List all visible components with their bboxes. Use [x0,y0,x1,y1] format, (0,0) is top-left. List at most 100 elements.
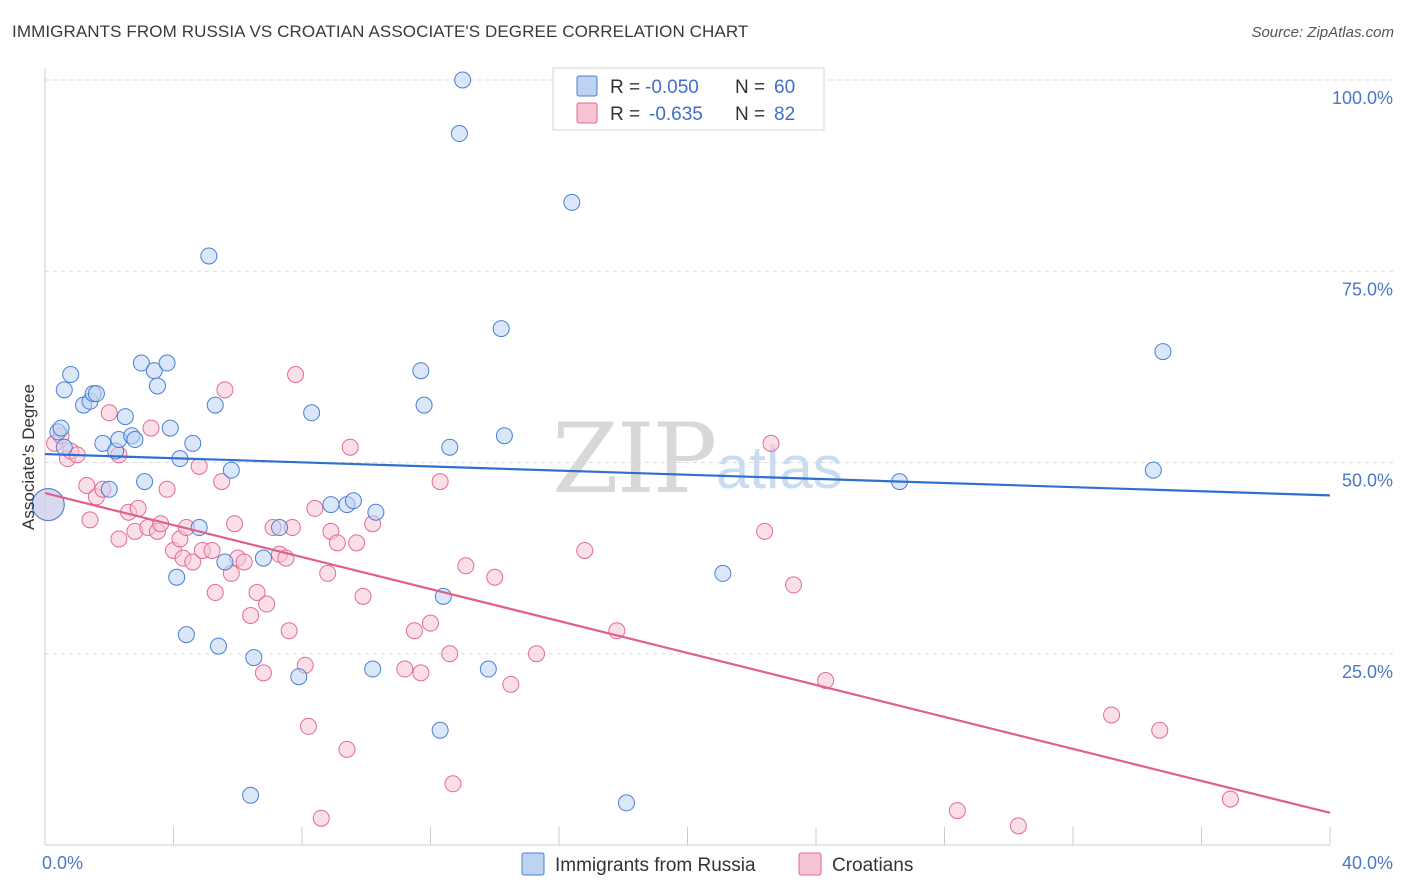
croatians-point [444,775,462,793]
bottom-legend-russia: Immigrants from Russia [555,855,756,876]
croatians-point [258,595,276,613]
croatians-point [299,717,317,735]
russia-point [1144,461,1162,479]
legend-r-value-russia: -0.050 [645,77,699,98]
russia-point [303,404,321,422]
legend-r-label-russia: R = [610,77,640,98]
croatians-point [110,530,128,548]
watermark: ZIP atlas [552,403,843,515]
russia-point [415,396,433,414]
russia-point [168,568,186,586]
russia-point [161,419,179,437]
croatians-point [248,584,266,602]
russia-point [322,496,340,514]
croatians-point [1103,706,1121,724]
russia-point [479,660,497,678]
russia-point [441,438,459,456]
croatians-point [412,664,430,682]
croatians-point [319,564,337,582]
y-tick-label: 75.0% [1342,279,1393,299]
chart-title: IMMIGRANTS FROM RUSSIA VS CROATIAN ASSOC… [12,22,749,41]
croatians-point [213,473,231,491]
russia-point [206,396,224,414]
russia-point [412,362,430,380]
legend-n-value-russia: 60 [774,77,795,98]
russia-point [222,461,240,479]
legend-r-value-croatians: -0.635 [649,104,703,125]
russia-point [62,366,80,384]
croatians-point [348,534,366,552]
russia-point [184,434,202,452]
russia-point [714,564,732,582]
russia-point [177,626,195,644]
russia-point [254,549,272,567]
x-tick-max: 40.0% [1342,853,1393,873]
russia-point [492,320,510,338]
y-tick-label: 25.0% [1342,662,1393,682]
croatians-point [1009,817,1027,835]
correlation-legend: R = -0.050 N = 60 R = -0.635 N = 82 [552,67,825,131]
croatians-point [948,802,966,820]
croatians-point [190,457,208,475]
croatians-point [100,404,118,422]
russia-point [55,438,73,456]
russia-point [367,503,385,521]
croatians-point [312,809,330,827]
legend-box [552,67,825,131]
croatians-point [405,622,423,640]
croatians-point [528,645,546,663]
russia-point [450,125,468,143]
legend-swatch-croatians [576,102,598,124]
croatians-point [142,419,160,437]
croatians-point [242,607,260,624]
series-legend: Immigrants from Russia Croatians [521,852,913,876]
croatians-point [785,576,803,594]
croatians-point [1221,790,1239,808]
russia-point [454,71,472,89]
croatians-point [341,438,359,456]
russia-point [126,431,144,449]
bottom-legend-swatch-russia [521,852,545,876]
bottom-legend-croatians: Croatians [832,855,913,876]
legend-n-label-russia: N = [735,77,765,98]
russia-point [148,377,166,395]
croatians-point [762,434,780,452]
russia-point [158,354,176,372]
croatians-point [158,480,176,498]
russia-point [132,354,150,372]
watermark-atlas: atlas [716,434,843,501]
croatians-point [486,568,504,586]
croatians-point [216,381,234,399]
croatians-point [441,645,459,663]
grid-lines [45,79,1393,655]
croatians-trend-line [44,492,1331,814]
croatians-point [203,541,221,559]
croatians-point [576,541,594,559]
russia-point [136,473,154,491]
russia-point [245,649,263,667]
russia-point [290,668,308,686]
croatians-point [396,660,414,678]
croatians-point [422,614,439,632]
russia-point [431,721,449,739]
watermark-zip: ZIP [552,403,715,515]
croatians-point [1151,721,1169,739]
russia-point [200,247,218,265]
y-tick-label: 50.0% [1342,471,1393,491]
y-axis-label: Associate's Degree [19,384,38,530]
croatians-point [81,511,99,529]
croatians-point [206,584,224,602]
croatians-point [328,534,346,552]
russia-point [344,492,362,510]
croatians-point [502,675,520,693]
croatians-point [756,522,774,540]
legend-swatch-russia [576,75,598,97]
croatians-point [226,515,244,533]
legend-n-label-croatians: N = [735,104,765,125]
croatians-point [184,553,202,571]
axes [44,68,1331,846]
russia-point [271,519,289,537]
croatians-point [280,622,298,640]
russia-point [495,427,513,445]
